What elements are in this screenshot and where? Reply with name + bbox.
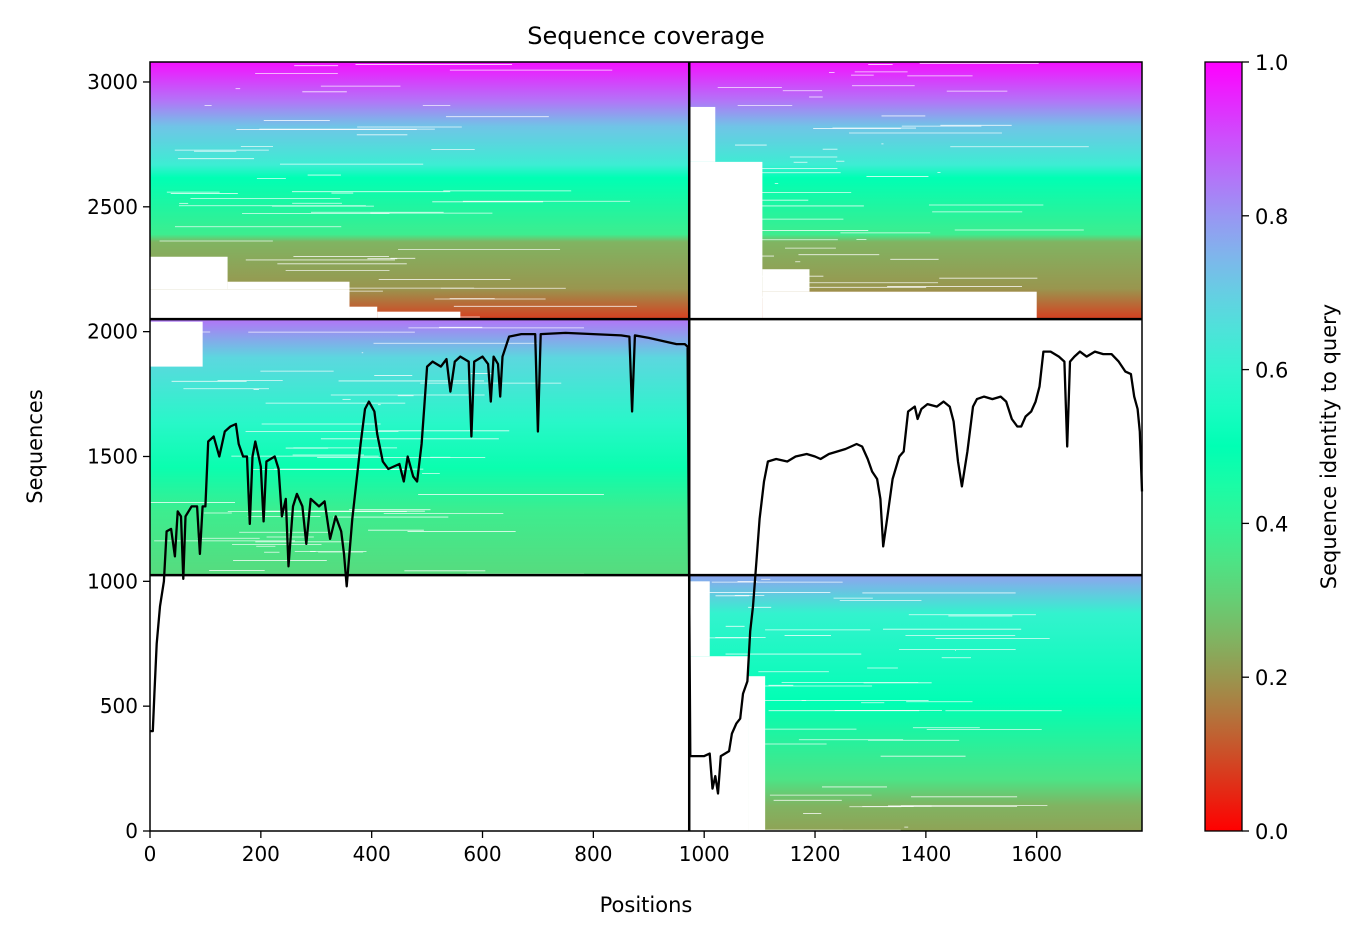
y-tick-label: 1500 bbox=[87, 444, 138, 468]
colorbar-tick-label: 0.0 bbox=[1255, 820, 1288, 844]
x-tick-label: 1600 bbox=[1011, 842, 1062, 866]
coverage-gap bbox=[227, 281, 350, 290]
coverage-block bbox=[150, 62, 690, 320]
y-tick-label: 500 bbox=[100, 694, 138, 718]
coverage-gap bbox=[349, 306, 378, 320]
y-tick-label: 1000 bbox=[87, 569, 138, 593]
coverage-gap bbox=[689, 106, 716, 162]
y-tick-label: 3000 bbox=[87, 70, 138, 94]
x-tick-label: 800 bbox=[574, 842, 612, 866]
coverage-gap bbox=[689, 161, 763, 320]
x-tick-label: 1200 bbox=[790, 842, 841, 866]
coverage-gap bbox=[377, 311, 461, 320]
x-tick-label: 1400 bbox=[900, 842, 951, 866]
x-tick-label: 600 bbox=[463, 842, 501, 866]
x-axis-label: Positions bbox=[600, 893, 693, 917]
colorbar-tick-label: 0.2 bbox=[1255, 666, 1288, 690]
colorbar-frame bbox=[1204, 61, 1243, 832]
x-tick-label: 200 bbox=[242, 842, 280, 866]
x-tick-label: 0 bbox=[144, 842, 157, 866]
y-tick-label: 2500 bbox=[87, 195, 138, 219]
colorbar-tick-label: 1.0 bbox=[1255, 51, 1288, 75]
x-tick-label: 400 bbox=[353, 842, 391, 866]
colorbar-gradient bbox=[1205, 62, 1242, 831]
x-tick-label: 1000 bbox=[679, 842, 730, 866]
coverage-gap bbox=[150, 256, 228, 290]
y-tick-label: 0 bbox=[125, 819, 138, 843]
coverage-gap bbox=[150, 289, 350, 320]
coverage-gap bbox=[689, 581, 710, 657]
plot-frame bbox=[149, 61, 1143, 832]
colorbar-tick-label: 0.8 bbox=[1255, 205, 1288, 229]
colorbar-tick-label: 0.6 bbox=[1255, 359, 1288, 383]
coverage-line bbox=[150, 331, 1144, 795]
colorbar-tick-label: 0.4 bbox=[1255, 512, 1288, 536]
coverage-gap bbox=[762, 269, 810, 292]
chart-title: Sequence coverage bbox=[527, 22, 764, 50]
coverage-gap bbox=[748, 676, 766, 831]
y-tick-label: 2000 bbox=[87, 320, 138, 344]
coverage-gap bbox=[762, 291, 1037, 320]
coverage-block bbox=[150, 319, 690, 576]
y-axis-label: Sequences bbox=[23, 389, 47, 504]
coverage-gap bbox=[150, 321, 203, 367]
colorbar-label: Sequence identity to query bbox=[1317, 304, 1341, 589]
